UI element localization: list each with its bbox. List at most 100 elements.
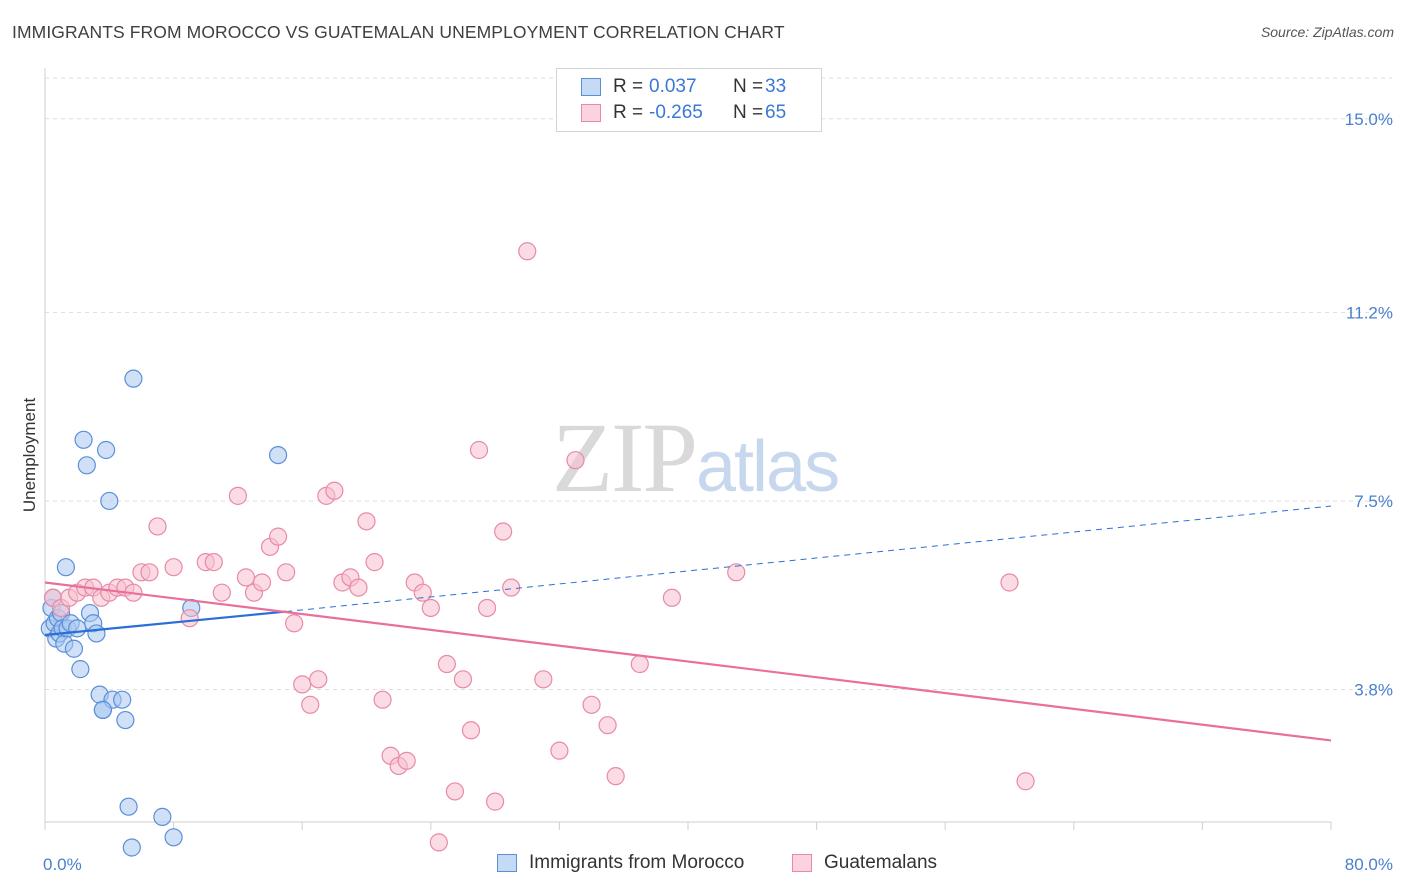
legend-swatch-blue <box>497 854 517 872</box>
guatemalan-point <box>437 654 456 674</box>
legend-swatch-pink <box>581 104 601 122</box>
guatemalan-point <box>727 563 746 582</box>
y-tick-label: 11.2% <box>1346 303 1393 322</box>
morocco-point <box>268 445 288 465</box>
morocco-point <box>100 491 119 511</box>
morocco-point <box>64 639 84 658</box>
guatemalan-point <box>486 792 505 811</box>
legend-row-morocco: R = 0.037 N = 33 <box>581 75 786 99</box>
guatemalan-point <box>325 481 344 500</box>
guatemalan-point <box>212 583 231 602</box>
guatemalan-point <box>534 670 553 689</box>
guatemalan-point <box>236 568 256 587</box>
guatemalan-point <box>606 767 625 786</box>
morocco-point <box>116 710 135 730</box>
morocco-point <box>122 838 141 857</box>
guatemalan-point <box>373 690 392 709</box>
guatemalan-trendline <box>44 581 1332 742</box>
legend-r-value: -0.265 <box>649 102 703 123</box>
chart-title: IMMIGRANTS FROM MOROCCO VS GUATEMALAN UN… <box>12 22 785 42</box>
morocco-point <box>153 807 172 827</box>
guatemalan-point <box>566 451 585 470</box>
guatemalan-point <box>1000 573 1019 592</box>
morocco-point <box>96 440 116 460</box>
guatemalan-point <box>164 558 183 577</box>
guatemalan-point <box>252 573 272 592</box>
guatemalan-point <box>1016 772 1035 791</box>
guatemalan-point <box>445 782 465 801</box>
guatemalan-point <box>662 588 682 607</box>
guatemalan-point <box>453 670 473 689</box>
correlation-legend: R = 0.037 N = 33 R = -0.265 N = 65 <box>556 68 822 132</box>
guatemalan-point <box>301 695 320 714</box>
guatemalan-point <box>277 563 296 582</box>
guatemalan-point <box>228 486 247 505</box>
guatemalan-point <box>469 440 489 460</box>
morocco-trendline <box>44 610 287 637</box>
guatemalan-point <box>582 695 601 714</box>
guatemalan-point <box>461 721 481 740</box>
legend-item-morocco[interactable]: Immigrants from Morocco <box>497 852 744 874</box>
morocco-point <box>119 797 138 816</box>
morocco-point <box>87 624 106 643</box>
guatemalan-point <box>413 583 432 602</box>
y-axis-label: Unemployment <box>20 398 39 513</box>
tick-labels: 3.8% 7.5% 11.2% 15.0% 0.0% 80.0% Unemployment <box>20 110 1393 874</box>
guatemalan-point <box>268 527 288 546</box>
legend-n-label: N = <box>733 76 764 97</box>
guatemalan-point <box>180 609 199 628</box>
series <box>40 242 1035 857</box>
guatemalan-point <box>293 675 312 694</box>
legend-n-label: N = <box>733 102 764 123</box>
legend-swatch-pink <box>792 854 812 872</box>
legend-item-guatemalans[interactable]: Guatemalans <box>792 852 937 874</box>
guatemalan-point <box>140 563 159 582</box>
x-tick-label: 80.0% <box>1345 855 1393 874</box>
trendlines <box>44 505 1332 742</box>
y-tick-label: 3.8% <box>1354 681 1393 700</box>
guatemalan-point <box>309 670 328 689</box>
guatemalan-point <box>397 751 416 770</box>
morocco-point <box>56 558 75 577</box>
legend-r-label: R = <box>613 76 644 97</box>
guatemalan-point <box>429 833 448 852</box>
morocco-point <box>124 369 143 388</box>
morocco-point <box>68 619 87 638</box>
guatemalan-point <box>630 654 649 674</box>
guatemalan-point <box>502 578 521 597</box>
watermark-atlas: atlas <box>696 427 840 507</box>
legend-label-morocco: Immigrants from Morocco <box>529 852 745 873</box>
guatemalan-point <box>204 553 223 572</box>
morocco-point <box>164 828 183 847</box>
legend-r-label: R = <box>613 102 644 123</box>
legend-label-guatemalans: Guatemalans <box>824 852 938 873</box>
guatemalan-point <box>365 553 384 572</box>
y-tick-label: 15.0% <box>1345 110 1393 129</box>
legend-n-value: 65 <box>765 102 787 123</box>
morocco-point <box>113 690 132 709</box>
guatemalan-point <box>518 242 537 261</box>
series-legend: Immigrants from Morocco Guatemalans <box>0 852 1406 878</box>
guatemalan-point <box>550 741 569 760</box>
morocco-point <box>71 660 90 679</box>
legend-swatch-blue <box>581 78 601 96</box>
legend-row-guatemalans: R = -0.265 N = 65 <box>581 101 786 125</box>
guatemalan-point <box>349 578 368 597</box>
guatemalan-point <box>477 598 497 618</box>
guatemalan-point <box>421 598 440 618</box>
axes <box>44 68 1332 830</box>
source-label: Source: ZipAtlas.com <box>1260 24 1394 40</box>
guatemalan-point <box>285 614 304 633</box>
morocco-point <box>74 430 93 449</box>
morocco-trendline-extension <box>286 505 1332 613</box>
x-tick-label: 0.0% <box>43 855 82 874</box>
y-tick-label: 7.5% <box>1354 492 1393 511</box>
legend-n-value: 33 <box>765 76 787 97</box>
guatemalan-point <box>148 517 167 536</box>
morocco-point <box>93 700 112 719</box>
morocco-point <box>77 456 96 475</box>
guatemalan-point <box>357 512 376 531</box>
guatemalan-point <box>598 716 617 735</box>
legend-r-value: 0.037 <box>649 76 697 97</box>
